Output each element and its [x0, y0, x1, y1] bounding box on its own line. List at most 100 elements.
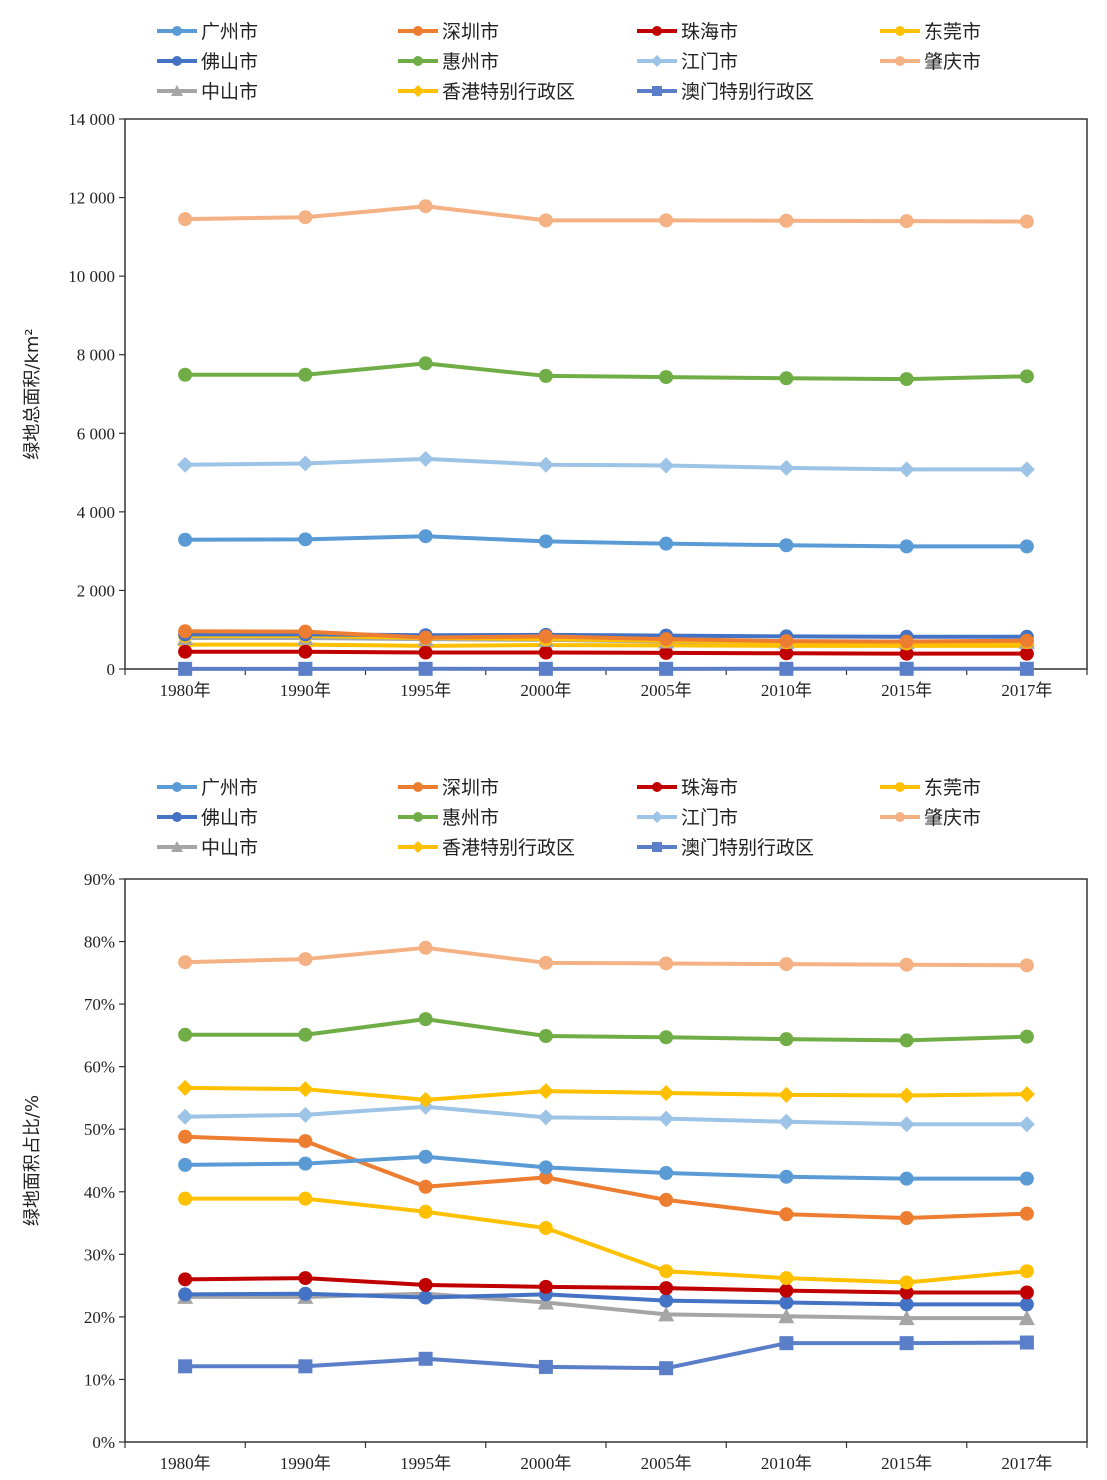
data-point: [538, 1221, 553, 1236]
x-tick-label: 2010年: [761, 681, 812, 700]
data-point: [779, 213, 794, 228]
legend-item: 澳门特别行政区: [637, 81, 814, 103]
data-point: [298, 661, 313, 676]
legend-label: 佛山市: [201, 51, 258, 73]
x-tick-label: 1990年: [280, 1454, 331, 1473]
data-point: [1019, 1206, 1034, 1221]
series-line: [185, 1104, 1027, 1127]
legend-item: 中山市: [157, 837, 258, 859]
data-point: [778, 1086, 795, 1103]
data-point: [659, 213, 674, 228]
legend-item: 广州市: [157, 777, 258, 799]
legend-item: 香港特别行政区: [398, 837, 575, 859]
data-point: [899, 1285, 914, 1300]
data-point: [417, 450, 434, 467]
series-香港特别行政区: [177, 1079, 1035, 1108]
data-point: [537, 1294, 554, 1310]
data-point: [178, 1287, 193, 1302]
legend-item: 东莞市: [880, 777, 981, 799]
data-point: [178, 532, 193, 547]
data-point: [178, 1157, 193, 1172]
legend-marker: [652, 782, 662, 792]
data-point: [1019, 646, 1034, 661]
legend-label: 惠州市: [442, 51, 499, 73]
data-point: [418, 199, 433, 214]
x-tick-label: 1995年: [400, 1454, 451, 1473]
data-point: [779, 661, 794, 676]
legend-item: 惠州市: [398, 51, 499, 73]
series-line: [185, 1196, 1028, 1285]
y-tick-label: 0: [107, 660, 116, 679]
x-tick-label: 2000年: [520, 1454, 571, 1473]
y-tick-label: 90%: [84, 870, 115, 889]
data-point: [1019, 539, 1034, 554]
data-point: [178, 624, 193, 639]
series-line: [185, 1276, 1027, 1295]
legend-marker: [652, 26, 662, 36]
data-point: [658, 1110, 675, 1127]
y-tick-label: 80%: [84, 933, 115, 952]
plot-frame: [124, 118, 1088, 670]
data-point: [899, 957, 914, 972]
series-江门市: [177, 450, 1035, 478]
data-point: [178, 1191, 193, 1206]
data-point: [779, 1032, 794, 1047]
data-point: [779, 1283, 794, 1298]
data-point: [537, 1083, 554, 1100]
data-point: [1019, 1171, 1034, 1186]
data-point: [898, 461, 915, 478]
legend-marker: [652, 86, 662, 96]
data-point: [1019, 1264, 1034, 1279]
x-tick-label: 1990年: [280, 681, 331, 700]
series-line: [185, 1291, 1027, 1307]
data-point: [779, 957, 794, 972]
data-point: [659, 1030, 674, 1045]
data-point: [659, 1192, 674, 1207]
legend-item: 深圳市: [398, 777, 499, 799]
legend-item: 澳门特别行政区: [637, 837, 814, 859]
data-point: [898, 1087, 915, 1104]
data-point: [1019, 1335, 1034, 1350]
legend-marker: [413, 56, 423, 66]
data-point: [1019, 633, 1034, 648]
series-深圳市: [178, 624, 1034, 649]
data-point: [538, 629, 553, 644]
y-tick-label: 70%: [84, 995, 115, 1014]
legend-marker: [171, 841, 183, 852]
series-肇庆市: [178, 199, 1034, 229]
series-珠海市: [178, 1271, 1034, 1300]
data-point: [538, 213, 553, 228]
data-point: [778, 459, 795, 476]
legend-marker: [171, 85, 183, 96]
series-group: [177, 199, 1035, 676]
legend-label: 澳门特别行政区: [681, 837, 814, 859]
series-line: [185, 1154, 1027, 1181]
legend-marker: [172, 812, 182, 822]
data-point: [659, 1293, 674, 1308]
y-tick-label: 2 000: [77, 581, 115, 600]
data-point: [899, 1275, 914, 1290]
data-point: [899, 1297, 914, 1312]
legend-marker: [412, 85, 424, 97]
data-point: [298, 1271, 313, 1286]
data-point: [418, 1149, 433, 1164]
data-point: [899, 1211, 914, 1226]
data-point: [1019, 958, 1034, 973]
legend-label: 肇庆市: [924, 807, 981, 829]
data-point: [298, 644, 313, 659]
data-point: [298, 1156, 313, 1171]
data-point: [298, 952, 313, 967]
data-point: [779, 538, 794, 553]
legend-item: 江门市: [637, 51, 738, 73]
series-line: [185, 629, 1027, 644]
data-point: [298, 1134, 313, 1149]
legend-label: 珠海市: [681, 21, 738, 43]
legend-item: 深圳市: [398, 21, 499, 43]
legend-item: 东莞市: [880, 21, 981, 43]
data-point: [899, 1171, 914, 1186]
legend-marker: [413, 782, 423, 792]
data-point: [418, 356, 433, 371]
data-point: [298, 1286, 313, 1301]
